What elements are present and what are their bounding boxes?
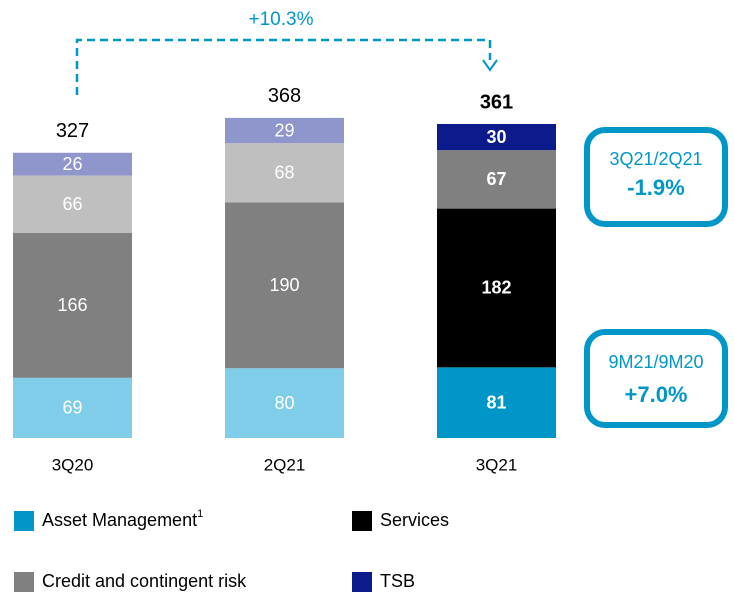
- segment-label: 190: [269, 275, 299, 295]
- total-label: 327: [56, 120, 89, 142]
- growth-annotation: +10.3%: [249, 9, 314, 30]
- bar-segment: [225, 117, 344, 144]
- bar-segment: [225, 202, 344, 369]
- bar-segment: [225, 143, 344, 203]
- legend-swatch: [352, 572, 372, 592]
- legend-label: Services: [380, 510, 449, 530]
- segment-label: 182: [481, 278, 511, 298]
- bar-segment: [437, 123, 556, 151]
- segment-label: 69: [62, 398, 82, 418]
- legend-name: Services: [380, 510, 449, 530]
- segment-label: 30: [486, 127, 506, 147]
- segment-label: 166: [57, 295, 87, 315]
- legend-label: Asset Management1: [42, 508, 203, 530]
- bar-segment: [437, 367, 556, 438]
- comparison-box: [584, 127, 728, 227]
- box-label: 3Q21/2Q21: [609, 149, 702, 169]
- bar-segment: [13, 175, 132, 234]
- growth-arrow: [75, 38, 492, 95]
- box-value: -1.9%: [627, 175, 684, 200]
- legend-swatch: [352, 511, 372, 531]
- legend-label: TSB: [380, 571, 415, 591]
- legend-label: Credit and contingent risk: [42, 571, 247, 591]
- comparison-box: [584, 329, 728, 428]
- segment-label: 26: [62, 154, 82, 174]
- x-tick-label: 3Q21: [476, 455, 518, 474]
- legend-swatch: [14, 511, 34, 531]
- legend-name: Credit and contingent risk: [42, 571, 247, 591]
- box-label: 9M21/9M20: [608, 352, 703, 372]
- segment-label: 66: [62, 194, 82, 214]
- legend-note: 1: [197, 508, 203, 520]
- total-label: 368: [268, 85, 301, 107]
- bar-segment: [13, 152, 132, 176]
- legend-name: TSB: [380, 571, 415, 591]
- bar-segment: [437, 208, 556, 368]
- segment-label: 81: [486, 392, 506, 412]
- box-value: +7.0%: [625, 382, 688, 407]
- legend-swatch: [14, 572, 34, 592]
- arrow-head: [482, 59, 498, 72]
- bar-segment: [13, 233, 132, 378]
- segment-label: 29: [274, 120, 294, 140]
- segment-label: 80: [274, 393, 294, 413]
- bar-segment: [13, 377, 132, 438]
- x-tick-label: 2Q21: [264, 455, 306, 474]
- bar-segment: [437, 150, 556, 209]
- x-tick-label: 3Q20: [52, 455, 94, 474]
- total-label: 361: [480, 91, 513, 113]
- segment-label: 67: [486, 169, 506, 189]
- bar-segment: [225, 368, 344, 438]
- legend-name: Asset Management: [42, 510, 197, 530]
- segment-label: 68: [274, 163, 294, 183]
